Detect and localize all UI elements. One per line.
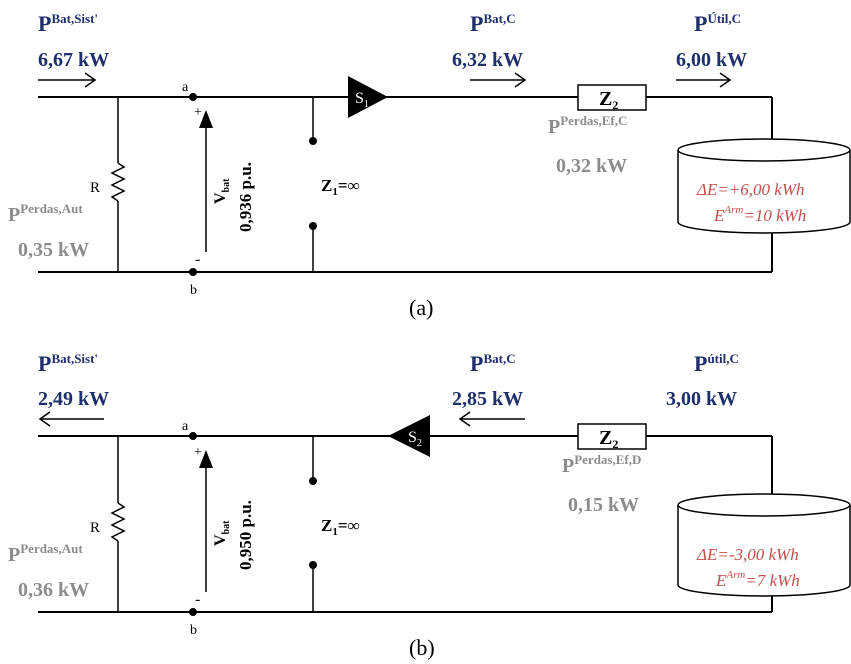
switch-s2-label: S2	[408, 429, 422, 449]
p-bat-sist-label: PBat,Sist'	[38, 11, 98, 36]
p-util-c-label: Pútil,C	[694, 351, 739, 376]
minus-sign: -	[195, 591, 200, 608]
p-util-c-value: 6,00 kW	[676, 49, 747, 71]
p-bat-c-label: PBat,C	[470, 351, 516, 376]
flow-arrow-bat-c	[458, 411, 525, 427]
p-perdas-ef-label: PPerdas,Ef,D	[562, 452, 641, 477]
storage-cylinder-body	[677, 150, 851, 234]
vbat-value: 0,936 p.u.	[236, 162, 255, 232]
storage-cylinder-body	[677, 505, 851, 597]
panel-a: PBat,Sist' 6,67 kW PBat,C 6,32 kW PÚtil,…	[8, 11, 851, 320]
caption-b: (b)	[409, 635, 435, 660]
storage-cylinder-top	[677, 493, 851, 517]
resistor-label: R	[90, 520, 100, 536]
storage-delta-e: ΔE=-3,00 kWh	[696, 545, 799, 564]
panel-b: PBat,Sist' 2,49 kW PBat,C 2,85 kW Pútil,…	[8, 351, 851, 660]
z2-label: Z2	[599, 88, 618, 112]
vbat-arrow-head	[199, 450, 213, 468]
storage-cylinder-top	[677, 138, 851, 162]
vbat-arrow-head	[199, 110, 213, 128]
resistor-symbol	[110, 162, 126, 202]
p-perdas-ef-value: 0,15 kW	[568, 494, 639, 516]
z2-impedance-box	[577, 84, 647, 111]
p-bat-sist-label: PBat,Sist'	[38, 351, 98, 376]
storage-e-arm: EArm=7 kWh	[715, 569, 800, 590]
flow-arrow-bat-sist	[38, 411, 104, 427]
p-bat-sist-value: 2,49 kW	[38, 388, 109, 410]
node-b-dot	[189, 608, 197, 616]
node-a-label: a	[182, 80, 189, 95]
p-bat-c-value: 2,85 kW	[452, 388, 523, 410]
p-util-c-label: PÚtil,C	[694, 11, 741, 36]
node-a-dot	[189, 93, 197, 101]
switch-s1-label: S1	[355, 90, 369, 110]
flow-arrow-bat-c	[470, 72, 527, 88]
p-perdas-aut-value: 0,36 kW	[18, 579, 89, 601]
minus-sign: -	[195, 251, 200, 268]
p-perdas-ef-label: PPerdas,Ef,C	[548, 113, 627, 138]
z2-impedance-box	[577, 423, 647, 450]
p-perdas-aut-label: PPerdas,Aut	[8, 541, 83, 566]
p-util-c-value: 3,00 kW	[666, 388, 737, 410]
p-bat-c-value: 6,32 kW	[452, 49, 523, 71]
p-perdas-aut-label: PPerdas,Aut	[8, 201, 83, 226]
z2-label: Z2	[599, 427, 618, 451]
node-b-label: b	[190, 283, 197, 298]
resistor-label: R	[90, 180, 100, 196]
node-a-dot	[189, 432, 197, 440]
z1-label: Z1=∞	[321, 516, 360, 538]
switch-s1-symbol	[348, 76, 388, 118]
p-perdas-ef-value: 0,32 kW	[556, 155, 627, 177]
node-b-dot	[189, 268, 197, 276]
plus-sign: +	[194, 445, 202, 460]
vbat-value: 0,950 p.u.	[236, 500, 255, 570]
flow-arrow-util-c	[676, 72, 732, 88]
p-bat-sist-value: 6,67 kW	[38, 49, 109, 71]
storage-delta-e: ΔE=+6,00 kWh	[696, 180, 805, 199]
flow-arrow-bat-sist	[38, 72, 97, 88]
p-perdas-aut-value: 0,35 kW	[18, 239, 89, 261]
node-b-label: b	[190, 623, 197, 638]
caption-a: (a)	[409, 295, 433, 320]
z1-label: Z1=∞	[321, 176, 360, 198]
z1-terminal-top	[309, 137, 317, 145]
vbat-label: Vbat	[212, 178, 232, 204]
storage-e-arm: EArm=10 kWh	[713, 204, 806, 225]
resistor-symbol	[110, 502, 126, 542]
vbat-label: Vbat	[212, 520, 232, 546]
p-bat-c-label: PBat,C	[470, 11, 516, 36]
plus-sign: +	[194, 105, 202, 120]
switch-s2-symbol	[388, 415, 430, 457]
z1-terminal-top	[309, 477, 317, 485]
node-a-label: a	[182, 419, 189, 434]
